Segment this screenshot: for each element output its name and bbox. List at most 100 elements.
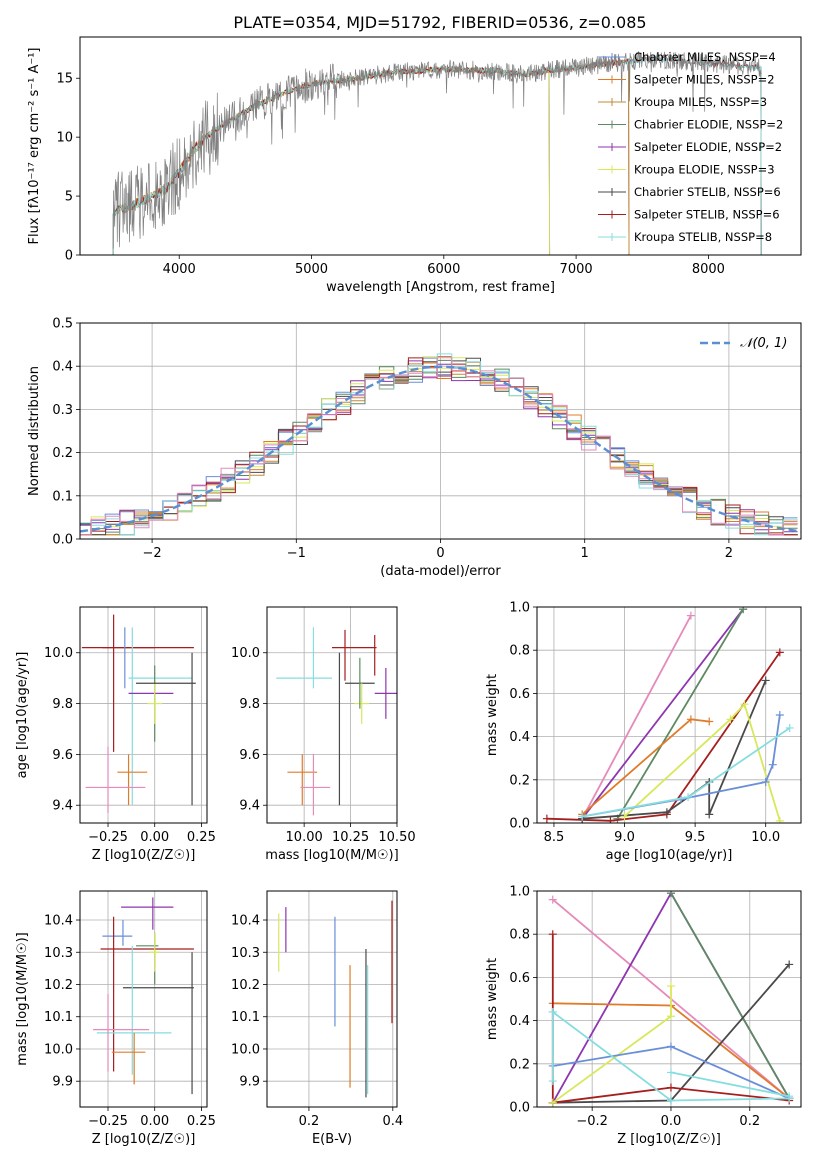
mass-weight-point	[768, 760, 777, 769]
axes-frame	[536, 890, 802, 1108]
x-axis-label: age [log10(age/yr)]	[606, 848, 733, 863]
mass-weight-point	[548, 1098, 557, 1107]
mass-weight-line-salpeter_stelib	[546, 651, 781, 822]
mass-weight-point	[739, 607, 748, 614]
x-tick-label: −0.25	[88, 1114, 128, 1129]
mass-weight-point	[578, 812, 587, 821]
y-tick-label: 10.4	[44, 914, 73, 929]
y-tick-label: 9.8	[239, 697, 260, 712]
x-tick-label: 0.0	[661, 1114, 682, 1129]
mass-weight-line-chabrier_elodie	[616, 608, 744, 820]
y-tick-label: 0.0	[509, 1101, 530, 1116]
y-axis-label: mass [log10(M/M☉)]	[15, 932, 30, 1065]
mass-weight-point	[666, 1083, 675, 1092]
x-tick-label: −1	[287, 546, 306, 561]
mass-weight-point	[785, 1092, 794, 1101]
normal-curve	[80, 365, 801, 533]
x-tick-label: 5000	[295, 262, 328, 277]
y-tick-label: 0.0	[52, 533, 73, 548]
mass-weight-point	[666, 1012, 675, 1021]
y-tick-label: 9.4	[239, 799, 260, 814]
mass-weight-line-salpeter_elodie	[581, 608, 744, 820]
mass-weight-point	[666, 891, 675, 898]
model-spectrum-salpeter_stelib	[112, 55, 762, 255]
y-tick-label: 0.1	[52, 489, 73, 504]
x-tick-label: 4000	[163, 262, 196, 277]
mass-weight-point	[705, 717, 714, 726]
plot-area	[267, 607, 397, 823]
y-tick-label: 15	[56, 72, 73, 87]
mass-weight-point	[775, 648, 784, 657]
mass-weight-point	[686, 611, 695, 620]
mass-weight-point	[666, 982, 675, 991]
panel-massweight_vs_age: 8.5 9.0 9.5 10.0 0.0 0.2 0.4 0.6 0.8 1.0 age [log1…	[485, 601, 802, 863]
y-tick-label: 10.0	[231, 1042, 260, 1057]
x-tick-label: 0.25	[187, 830, 216, 845]
legend-label: Kroupa MILES, NSSP=3	[634, 95, 767, 109]
y-axis-label: Flux [fλ10⁻¹⁷ erg cm⁻² s⁻¹ A⁻¹]	[27, 48, 42, 245]
x-tick-label: 0.25	[187, 1114, 216, 1129]
mass-weight-line-kroupa_elodie	[623, 702, 781, 822]
panel-spectrum: 4000 5000 6000 7000 8000 0 5 10 15 wavelength [An…	[27, 36, 802, 295]
plot-marks	[542, 607, 794, 823]
mass-weight-point	[606, 816, 615, 823]
y-tick-label: 10.3	[231, 946, 260, 961]
axes-frame	[79, 36, 802, 256]
y-tick-label: 10.0	[44, 1042, 73, 1057]
mass-weight-point	[775, 816, 784, 823]
axes-frame	[266, 890, 398, 1108]
y-tick-label: 0.4	[52, 360, 73, 375]
mass-weight-point	[686, 715, 695, 724]
legend: 𝒩(0, 1)	[700, 336, 787, 351]
plot-marks	[276, 627, 397, 816]
y-tick-label: 10.0	[44, 646, 73, 661]
panel-massweight_vs_z: −0.2 0.0 0.2 0.0 0.2 0.4 0.6 0.8 1.0 Z [log10(Z/Z…	[485, 885, 802, 1147]
x-axis-label: Z [log10(Z/Z☉)]	[92, 848, 196, 863]
mass-weight-point	[548, 1077, 557, 1086]
mass-weight-point	[684, 793, 693, 802]
y-axis-label: age [log10(age/yr)]	[15, 652, 30, 779]
mass-weight-line-pink	[581, 615, 692, 820]
y-tick-label: 10.1	[231, 1010, 260, 1025]
y-tick-label: 0.4	[509, 1014, 530, 1029]
y-tick-label: 0.4	[509, 730, 530, 745]
mass-weight-point	[726, 715, 735, 724]
x-tick-label: 6000	[427, 262, 460, 277]
mass-weight-point	[775, 711, 784, 719]
y-tick-label: 10.0	[231, 646, 260, 661]
plot-marks	[112, 51, 762, 255]
y-tick-label: 0.8	[509, 928, 530, 943]
x-tick-label: 7000	[560, 262, 593, 277]
axes-frame	[536, 606, 802, 824]
x-axis-label: E(B-V)	[312, 1132, 352, 1147]
y-tick-label: 9.6	[239, 748, 260, 763]
legend-label: Salpeter ELODIE, NSSP=2	[634, 140, 782, 154]
panel-age_vs_z: −0.25 0.00 0.25 9.4 9.6 9.8 10.0 Z [log10(Z/Z☉)…	[15, 606, 216, 863]
plot-marks	[548, 891, 794, 1107]
y-tick-label: 1.0	[509, 601, 530, 616]
x-tick-label: 8.5	[544, 830, 565, 845]
y-tick-label: 9.8	[52, 697, 73, 712]
x-tick-label: 9.5	[685, 830, 706, 845]
axes-frame	[266, 606, 398, 824]
plot-marks	[80, 353, 801, 536]
x-tick-label: 10.25	[332, 830, 369, 845]
x-axis-label: wavelength [Angstrom, rest frame]	[326, 280, 555, 295]
y-tick-label: 9.9	[239, 1075, 260, 1090]
x-tick-label: 0.2	[299, 1114, 320, 1129]
x-axis-label: Z [log10(Z/Z☉)]	[617, 1132, 721, 1147]
y-axis-label: Normed distribution	[27, 366, 42, 496]
observed-spectrum	[112, 51, 762, 249]
axes-frame	[79, 890, 208, 1108]
x-tick-label: 10.50	[378, 830, 415, 845]
legend-label: Salpeter MILES, NSSP=2	[634, 73, 775, 87]
mass-weight-point	[785, 723, 794, 732]
x-tick-label: 0.2	[739, 1114, 760, 1129]
y-tick-label: 10.3	[44, 946, 73, 961]
y-tick-label: 0.5	[52, 317, 73, 332]
y-tick-label: 9.6	[52, 748, 73, 763]
x-tick-label: 1	[581, 546, 589, 561]
mass-weight-point	[785, 960, 794, 969]
x-tick-label: 0.00	[140, 1114, 169, 1129]
y-tick-label: 10.4	[231, 914, 260, 929]
